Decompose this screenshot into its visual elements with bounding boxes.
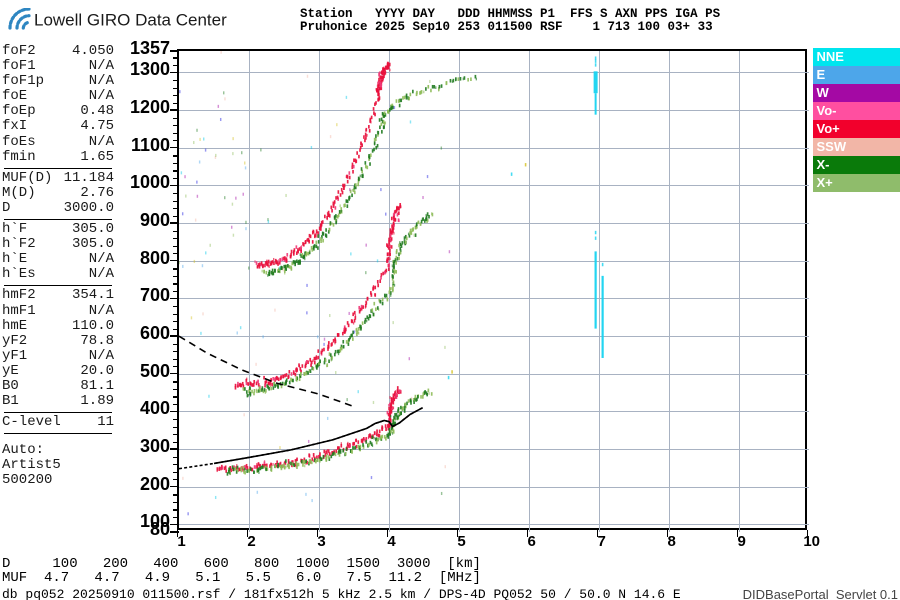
svg-text:Lowell GIRO Data Center: Lowell GIRO Data Center [34,11,227,30]
